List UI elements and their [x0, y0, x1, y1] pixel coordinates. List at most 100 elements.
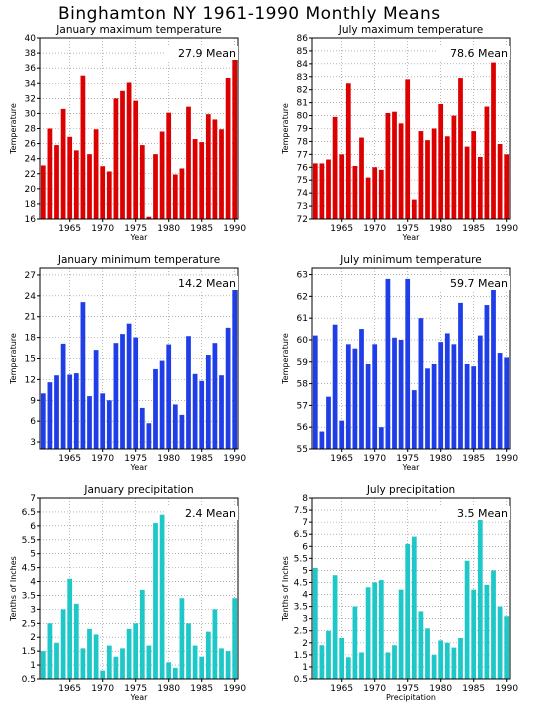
- chart-title: July maximum temperature: [338, 24, 483, 36]
- bar-1986: [205, 355, 211, 449]
- bar-1966: [345, 657, 351, 679]
- y-tick-label: 36: [25, 64, 37, 74]
- bar-1961: [40, 165, 46, 219]
- y-tick-label: 9: [30, 396, 36, 406]
- y-tick-label: 63: [297, 271, 308, 281]
- y-tick-label: 79: [297, 125, 309, 135]
- chart-svg: July maximum temperature 72 73 74 75 76 77 78 79…: [281, 24, 518, 242]
- y-tick-label: 6.5: [294, 530, 308, 540]
- bar-1988: [491, 278, 496, 449]
- x-tick-label: 1980: [157, 684, 180, 694]
- plot-frame: [311, 267, 511, 450]
- y-tick-label: 84: [297, 60, 309, 70]
- bar-1971: [378, 169, 384, 219]
- bar-1980: [166, 344, 172, 449]
- bar-1983: [186, 106, 191, 219]
- y-tick-label: 24: [25, 155, 37, 165]
- y-tick-label: 4: [302, 591, 308, 601]
- bar-1963: [326, 396, 331, 449]
- y-tick-label: 20: [25, 185, 37, 195]
- bar-1964: [60, 343, 66, 449]
- bar-1974: [126, 628, 132, 679]
- bar-1961: [312, 335, 318, 449]
- bar-1966: [345, 344, 351, 449]
- x-tick-label: 1990: [223, 684, 246, 694]
- bar-1985: [471, 131, 477, 219]
- bar-1965: [67, 136, 73, 219]
- bar-1967: [80, 648, 86, 679]
- y-tick-label: 16: [25, 215, 37, 225]
- bar-1962: [47, 382, 53, 449]
- bar-1985: [199, 656, 205, 679]
- y-tick-label: 80: [297, 112, 309, 122]
- bar-1963: [326, 159, 331, 219]
- y-tick-label: 21: [25, 313, 36, 323]
- x-tick-label: 1990: [223, 454, 246, 464]
- bar-1984: [464, 363, 470, 449]
- bar-1974: [398, 123, 404, 219]
- bar-1961: [40, 651, 46, 679]
- bar-1987: [484, 305, 490, 449]
- y-tick-label: 83: [297, 73, 308, 83]
- x-tick-label: 1985: [190, 684, 213, 694]
- y-tick-label: 6: [30, 417, 36, 427]
- x-tick-label: 1985: [462, 224, 485, 234]
- x-axis-label: Year: [130, 463, 149, 472]
- bar-1965: [339, 420, 345, 449]
- bar-1973: [120, 334, 125, 449]
- y-tick-label: 40: [25, 34, 37, 44]
- mean-label: 59.7 Mean: [450, 277, 508, 290]
- x-axis-label: Year: [402, 463, 421, 472]
- y-tick-label: 3: [30, 605, 36, 615]
- bar-1978: [425, 628, 430, 679]
- bar-1966: [73, 150, 79, 219]
- bar-1975: [405, 79, 411, 219]
- bar-1974: [126, 323, 132, 449]
- x-tick-label: 1970: [363, 224, 386, 234]
- bar-1990: [232, 286, 238, 449]
- bar-1964: [60, 609, 66, 679]
- bar-1974: [126, 82, 132, 219]
- bar-1966: [73, 373, 79, 449]
- chart-title: July minimum temperature: [339, 254, 481, 266]
- y-tick-label: 75: [297, 176, 308, 186]
- y-tick-label: 18: [25, 334, 37, 344]
- bar-1980: [166, 662, 172, 679]
- bar-1981: [172, 174, 178, 219]
- y-axis-label: Temperature: [9, 103, 18, 155]
- bar-1987: [212, 119, 218, 219]
- bar-1987: [484, 106, 490, 219]
- y-tick-label: 1: [302, 663, 308, 673]
- bar-1976: [411, 199, 417, 219]
- y-axis-label: Temperature: [281, 103, 290, 155]
- y-tick-label: 81: [297, 99, 308, 109]
- bar-1973: [392, 111, 397, 219]
- chart-svg: January minimum temperature 3 6 9 12 15 18 21 24…: [9, 254, 246, 472]
- bar-1967: [352, 606, 358, 679]
- x-tick-label: 1970: [363, 454, 386, 464]
- x-tick-label: 1980: [429, 684, 452, 694]
- x-tick-label: 1990: [223, 224, 246, 234]
- bar-1969: [365, 587, 371, 679]
- bar-1979: [431, 654, 437, 679]
- x-tick-label: 1985: [190, 224, 213, 234]
- bar-1961: [312, 163, 318, 219]
- bar-1978: [153, 368, 158, 449]
- bar-1989: [225, 327, 231, 449]
- y-tick-label: 3: [302, 615, 308, 625]
- bar-1984: [464, 146, 470, 219]
- bar-1968: [87, 396, 92, 449]
- y-tick-label: 86: [297, 34, 309, 44]
- y-tick-label: 2: [302, 639, 308, 649]
- bar-1970: [372, 582, 378, 679]
- y-tick-label: 28: [25, 125, 37, 135]
- bar-1977: [146, 423, 152, 449]
- y-tick-label: 61: [297, 314, 308, 324]
- bar-1972: [385, 112, 391, 219]
- y-tick-label: 56: [297, 423, 309, 433]
- bar-1983: [458, 637, 463, 679]
- bar-1961: [312, 567, 318, 679]
- chart-panel-jan-min: January minimum temperature 3 6 9 12 15 18 21 24…: [0, 250, 260, 475]
- bar-1965: [67, 578, 73, 679]
- bar-1969: [365, 363, 371, 449]
